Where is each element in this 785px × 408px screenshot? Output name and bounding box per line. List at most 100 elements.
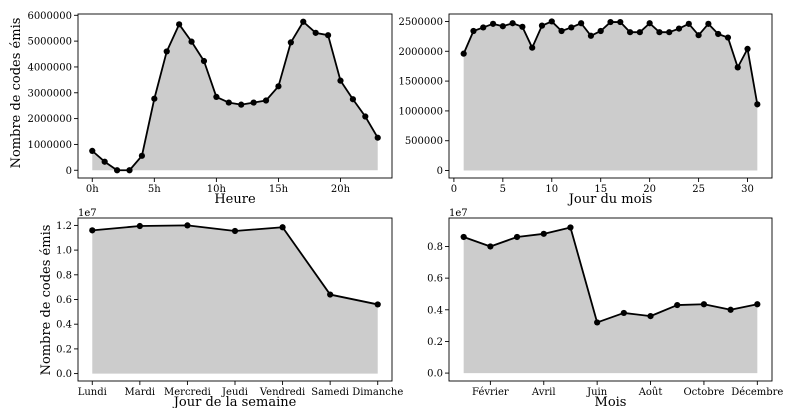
data-point bbox=[489, 20, 497, 27]
x-tick-label: 0h bbox=[86, 184, 99, 195]
data-point bbox=[754, 101, 761, 108]
data-point bbox=[374, 301, 381, 308]
x-tick-label: Décembre bbox=[731, 387, 783, 398]
data-point bbox=[513, 233, 521, 241]
data-point bbox=[262, 97, 270, 104]
x-tick-label: 15h bbox=[269, 184, 289, 195]
data-point bbox=[568, 24, 575, 31]
x-tick-label: 15 bbox=[594, 184, 607, 195]
y-tick-label: 0.8 bbox=[427, 242, 443, 253]
data-point bbox=[656, 29, 663, 36]
data-point bbox=[499, 23, 506, 30]
y-tick-label: 2500000 bbox=[398, 17, 443, 28]
data-point bbox=[287, 39, 294, 46]
data-point bbox=[647, 313, 654, 320]
area-fill bbox=[92, 21, 378, 171]
x-axis-label: Heure bbox=[214, 192, 256, 207]
data-point bbox=[225, 99, 232, 106]
y-tick-label: 5000000 bbox=[27, 37, 72, 48]
y-tick-label: 1.0 bbox=[56, 246, 72, 257]
y-tick-label: 500000 bbox=[405, 136, 443, 147]
data-point bbox=[674, 301, 681, 309]
y-tick-label: 0.0 bbox=[427, 369, 443, 380]
x-tick-label: Juin bbox=[586, 387, 608, 398]
x-tick-label: 10h bbox=[207, 184, 227, 195]
x-tick-label: 25 bbox=[692, 184, 705, 195]
area-fill bbox=[463, 21, 758, 171]
y-tick-label: 0 bbox=[437, 166, 443, 177]
data-point bbox=[724, 34, 732, 41]
data-point bbox=[349, 96, 357, 103]
x-tick-label: Avril bbox=[531, 387, 556, 398]
y-axis-label-bottom: Nombre de codes émis bbox=[39, 225, 54, 376]
data-point bbox=[374, 134, 381, 141]
x-tick-label: Jeudi bbox=[221, 387, 248, 398]
data-point bbox=[337, 77, 344, 84]
data-point bbox=[213, 93, 220, 101]
data-point bbox=[744, 45, 751, 52]
y-tick-label: 1000000 bbox=[398, 106, 443, 117]
data-point bbox=[734, 64, 741, 71]
chart-panel-hour: 0 1000000 2000000 3000000 4000000 5000000 6000… bbox=[27, 11, 393, 207]
axes-frame bbox=[448, 217, 773, 382]
y-tick-label: 0.0 bbox=[56, 369, 72, 380]
y-tick-label: 1000000 bbox=[27, 140, 72, 151]
data-point bbox=[275, 83, 282, 90]
axes-frame bbox=[448, 13, 773, 179]
data-point bbox=[519, 23, 526, 30]
data-point bbox=[607, 18, 614, 26]
x-tick-label: 5 bbox=[500, 184, 506, 195]
data-point bbox=[188, 38, 195, 45]
axis-offset-label: 1e7 bbox=[449, 208, 468, 219]
data-point bbox=[695, 32, 702, 39]
data-point bbox=[727, 306, 734, 313]
data-point bbox=[538, 22, 546, 29]
data-point bbox=[597, 27, 604, 35]
x-tick-label: Dimanche bbox=[352, 387, 403, 398]
data-point bbox=[327, 291, 334, 298]
data-point bbox=[101, 158, 108, 165]
data-point bbox=[176, 21, 183, 28]
data-point bbox=[620, 309, 627, 317]
data-point bbox=[715, 30, 722, 38]
y-tick-label: 3000000 bbox=[27, 88, 72, 99]
area-fill bbox=[92, 225, 378, 374]
data-point bbox=[754, 301, 761, 308]
data-point bbox=[646, 20, 653, 27]
data-point bbox=[163, 48, 170, 55]
series-line bbox=[91, 20, 379, 172]
data-point bbox=[567, 224, 574, 231]
data-point bbox=[312, 29, 319, 36]
y-tick-label: 0.8 bbox=[56, 270, 72, 281]
chart-panel-month: 0.0 0.2 0.4 0.6 0.8 Février Avril Juin Août Octob… bbox=[427, 208, 783, 408]
data-point bbox=[460, 50, 467, 57]
y-tick-label: 0.4 bbox=[56, 320, 72, 331]
data-point bbox=[487, 243, 494, 250]
y-axis-label-top: Nombre de codes émis bbox=[9, 18, 24, 169]
data-point bbox=[184, 222, 191, 229]
data-point bbox=[509, 20, 516, 27]
axis-offset-label: 1e7 bbox=[78, 208, 97, 219]
x-tick-label: Août bbox=[638, 387, 663, 398]
data-point bbox=[279, 224, 286, 231]
data-point bbox=[136, 222, 143, 230]
x-tick-label: 20h bbox=[331, 184, 351, 195]
x-axis-label: Mois bbox=[595, 395, 627, 408]
data-point bbox=[231, 227, 239, 235]
data-point bbox=[138, 152, 146, 159]
data-point bbox=[548, 18, 555, 25]
data-point bbox=[594, 319, 601, 326]
data-point bbox=[126, 167, 133, 174]
data-point bbox=[300, 18, 307, 25]
x-tick-label: 5h bbox=[148, 184, 161, 195]
x-tick-label: Vendredi bbox=[259, 387, 305, 398]
data-point bbox=[685, 20, 692, 27]
data-point bbox=[587, 32, 595, 39]
x-tick-label: 0 bbox=[451, 184, 457, 195]
x-tick-label: 20 bbox=[643, 184, 656, 195]
data-point bbox=[636, 29, 643, 36]
y-tick-label: 2000000 bbox=[398, 47, 443, 58]
y-tick-label: 1.2 bbox=[56, 221, 72, 232]
